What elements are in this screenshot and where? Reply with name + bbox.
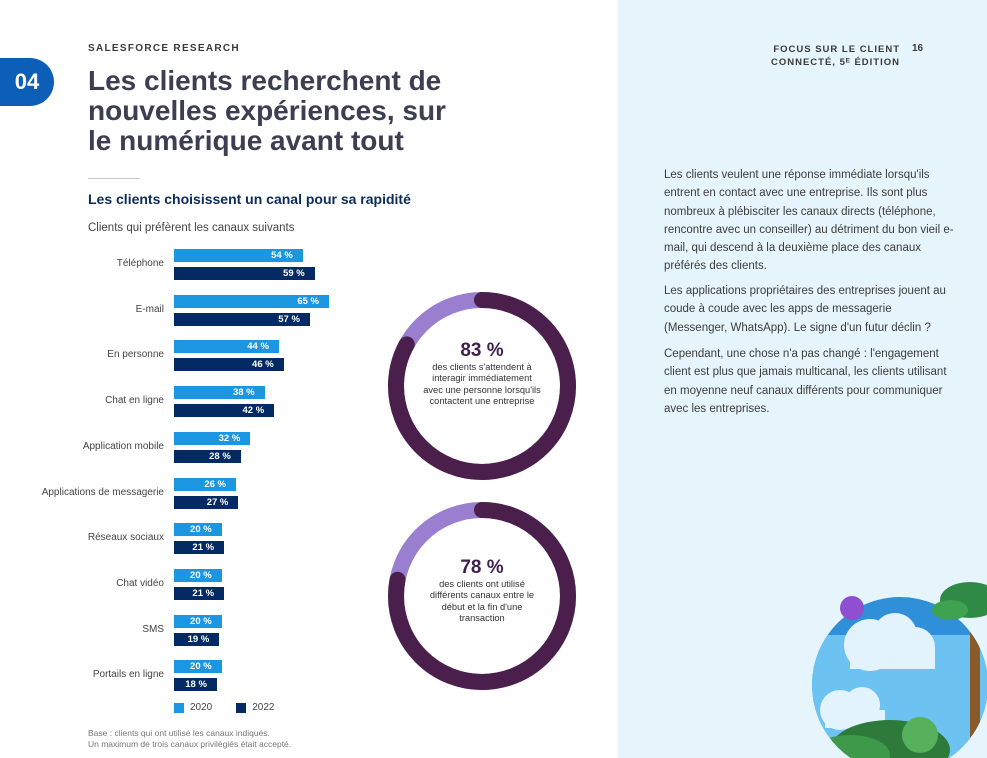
- bar-value-label: 42 %: [242, 405, 265, 417]
- bar-value-label: 21 %: [192, 587, 215, 599]
- legend-item-2022: 2022: [236, 702, 275, 713]
- page-title: Les clients recherchent de nouvelles exp…: [88, 65, 446, 156]
- donut-78-description: des clients ont utilisé différents canau…: [429, 579, 535, 623]
- bar-value-label: 59 %: [283, 268, 305, 279]
- bar-value-label: 38 %: [232, 387, 255, 399]
- bar-2022: 21 %: [174, 586, 225, 600]
- category-label: E-mail: [135, 303, 164, 315]
- bar-value-label: 20 %: [190, 524, 212, 536]
- category-label: En personne: [107, 349, 164, 361]
- bar-2020: 20 %: [174, 568, 222, 582]
- legend-label-2020: 2020: [190, 702, 213, 713]
- body-paragraph-2: Les applications propriétaires des entre…: [664, 285, 946, 334]
- bar-2022: 18 %: [174, 678, 217, 692]
- bar-value-label: 20 %: [190, 569, 212, 581]
- bar-value-label: 65 %: [297, 295, 319, 307]
- bar-2020: 26 %: [174, 477, 236, 491]
- footnote: Base : clients qui ont utilisé les canau…: [88, 728, 291, 750]
- bar-2022: 46 %: [174, 358, 284, 372]
- bar-value-label: 28 %: [209, 450, 231, 462]
- category-label: Applications de messagerie: [41, 486, 164, 498]
- bar-value-label: 44 %: [247, 341, 269, 353]
- bar-value-label: 20 %: [190, 615, 212, 627]
- footnote-line2: Un maximum de trois canaux privilégiés é…: [88, 739, 292, 749]
- purple-sun-dot: [840, 596, 864, 620]
- bar-2020: 65 %: [174, 294, 329, 308]
- chart-legend: 2020 2022: [174, 702, 299, 713]
- bar-value-label: 18 %: [185, 679, 207, 691]
- donut-78-text: 78 % des clients ont utilisé différents …: [427, 557, 537, 624]
- category-label: Application mobile: [82, 440, 164, 452]
- bar-2020: 38 %: [174, 386, 265, 400]
- bar-2022: 21 %: [174, 541, 225, 555]
- bar-2020: 20 %: [174, 660, 222, 674]
- category-label: Téléphone: [116, 258, 164, 269]
- bar-value-label: 46 %: [252, 359, 274, 371]
- donut-chart-78: [388, 502, 576, 690]
- chart-caption: Clients qui préfèrent les canaux suivant…: [88, 222, 295, 234]
- donut-83-text: 83 % des clients s'attendent à interagir…: [422, 340, 542, 407]
- donut-78-value: 78 %: [460, 557, 504, 578]
- kicker-label: SALESFORCE RESEARCH: [88, 43, 240, 54]
- bar-2020: 20 %: [174, 614, 222, 628]
- bar-value-label: 27 %: [206, 496, 229, 508]
- bar-2022: 28 %: [174, 449, 241, 463]
- body-paragraph-3: Cependant, une chose n'a pas changé : l'…: [664, 348, 947, 415]
- illustration-scene: [812, 597, 987, 758]
- report-title-line1: FOCUS SUR LE CLIENT: [773, 44, 900, 55]
- category-label: Chat en ligne: [105, 395, 164, 407]
- category-label: SMS: [142, 623, 164, 635]
- donut-83-value-arc: [388, 292, 576, 480]
- bar-value-label: 57 %: [278, 313, 300, 325]
- bar-value-label: 20 %: [190, 661, 212, 673]
- bar-2022: 42 %: [174, 404, 275, 418]
- bar-value-label: 21 %: [192, 542, 215, 554]
- bar-2020: 44 %: [174, 340, 279, 354]
- report-title: FOCUS SUR LE CLIENT CONNECTÉ, 5ᴱ ÉDITION: [740, 43, 900, 69]
- bar-value-label: 32 %: [218, 432, 241, 444]
- category-label: Portails en ligne: [92, 669, 164, 681]
- bar-2022: 19 %: [174, 632, 220, 646]
- donut-78-value-arc: [388, 502, 576, 690]
- title-divider: [88, 178, 140, 179]
- donut-83-value: 83 %: [460, 340, 504, 361]
- bar-value-label: 26 %: [204, 478, 226, 490]
- bar-value-label: 54 %: [271, 250, 293, 261]
- donut-83-description: des clients s'attendent à interagir immé…: [423, 362, 541, 406]
- bar-2022: 27 %: [174, 495, 239, 509]
- bar-2020: 20 %: [174, 523, 222, 537]
- bar-2022: 57 %: [174, 312, 310, 326]
- legend-item-2020: 2020: [174, 702, 212, 713]
- nature-illustration: [812, 582, 987, 758]
- page-number: 16: [912, 43, 924, 54]
- report-title-line2: CONNECTÉ, 5ᴱ ÉDITION: [771, 57, 900, 68]
- bar-2020: 32 %: [174, 431, 251, 445]
- tree-canopy-leaf: [932, 600, 968, 620]
- bar-2020: 54 %: [174, 249, 303, 262]
- body-paragraph-1: Les clients veulent une réponse immédiat…: [664, 169, 954, 273]
- section-number-badge: 04: [0, 58, 54, 106]
- legend-label-2022: 2022: [252, 702, 275, 713]
- category-label: Réseaux sociaux: [87, 532, 164, 544]
- legend-swatch-2020: [174, 702, 184, 713]
- bar-value-label: 19 %: [187, 633, 210, 645]
- bar-2022: 59 %: [174, 267, 315, 280]
- footnote-line1: Base : clients qui ont utilisé les canau…: [88, 728, 270, 738]
- legend-swatch-2022: [236, 702, 247, 713]
- category-label: Chat vidéo: [116, 577, 164, 589]
- donut-chart-83: [388, 292, 576, 480]
- chart-subtitle: Les clients choisissent un canal pour sa…: [88, 191, 411, 207]
